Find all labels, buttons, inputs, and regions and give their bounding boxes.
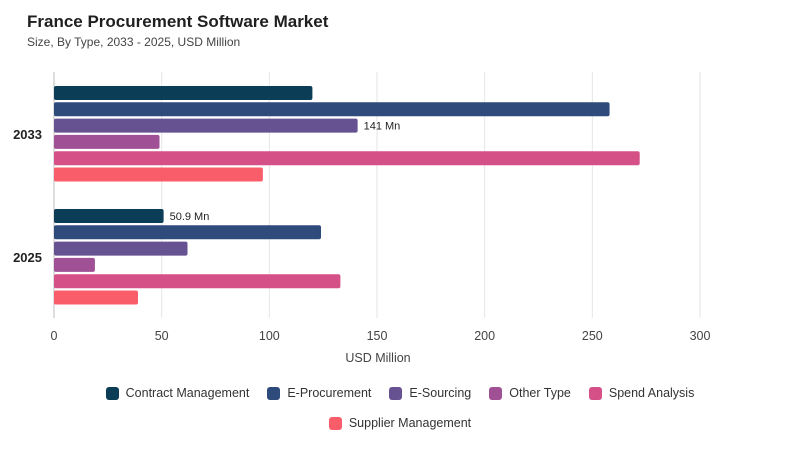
legend-swatch bbox=[267, 386, 281, 400]
data-label: 141 Mn bbox=[364, 121, 401, 133]
legend-swatch bbox=[489, 386, 503, 400]
x-tick-label: 200 bbox=[474, 329, 495, 343]
bar-chart: 0 50 100 150 200 250 300 USD Million 2033 2025 141… bbox=[13, 72, 711, 365]
legend-item: E-Sourcing bbox=[389, 386, 471, 400]
x-tick-label: 50 bbox=[155, 329, 169, 343]
bar bbox=[54, 151, 640, 166]
legend-item: Spend Analysis bbox=[588, 386, 695, 400]
bar bbox=[54, 274, 341, 289]
data-label: 50.9 Mn bbox=[170, 211, 210, 223]
legend-label: E-Procurement bbox=[287, 386, 372, 400]
legend-label: Spend Analysis bbox=[608, 386, 695, 400]
bar bbox=[54, 241, 188, 256]
x-tick-label: 150 bbox=[367, 329, 388, 343]
x-axis-label: USD Million bbox=[345, 351, 410, 365]
category-label: 2033 bbox=[13, 127, 42, 142]
bar bbox=[54, 134, 160, 149]
bar bbox=[54, 225, 322, 240]
bar bbox=[54, 290, 138, 305]
bar bbox=[54, 102, 610, 117]
bar bbox=[54, 209, 164, 223]
legend-swatch bbox=[328, 416, 342, 430]
legend-label: Contract Management bbox=[125, 386, 250, 400]
bar bbox=[54, 257, 95, 272]
legend-label: Other Type bbox=[509, 386, 571, 400]
bar bbox=[54, 86, 313, 100]
legend-swatch bbox=[105, 386, 119, 400]
legend-item: Supplier Management bbox=[328, 416, 472, 430]
category-label: 2025 bbox=[13, 250, 42, 265]
chart-title: France Procurement Software Market bbox=[27, 12, 329, 31]
legend-item: Contract Management bbox=[105, 386, 250, 400]
x-tick-label: 100 bbox=[259, 329, 280, 343]
chart-subtitle: Size, By Type, 2033 - 2025, USD Million bbox=[27, 35, 241, 49]
legend-swatch bbox=[389, 386, 403, 400]
x-tick-label: 300 bbox=[690, 329, 711, 343]
bar bbox=[54, 167, 263, 182]
bar bbox=[54, 118, 358, 133]
legend-item: Other Type bbox=[489, 386, 571, 400]
legend-item: E-Procurement bbox=[267, 386, 371, 400]
legend-swatch bbox=[588, 386, 602, 400]
legend-label: Supplier Management bbox=[348, 416, 472, 430]
legend-label: E-Sourcing bbox=[409, 386, 472, 400]
chart-legend: Contract Management E-Procurement E-Sourci… bbox=[0, 380, 800, 440]
x-tick-label: 0 bbox=[51, 329, 58, 343]
x-tick-label: 250 bbox=[582, 329, 603, 343]
